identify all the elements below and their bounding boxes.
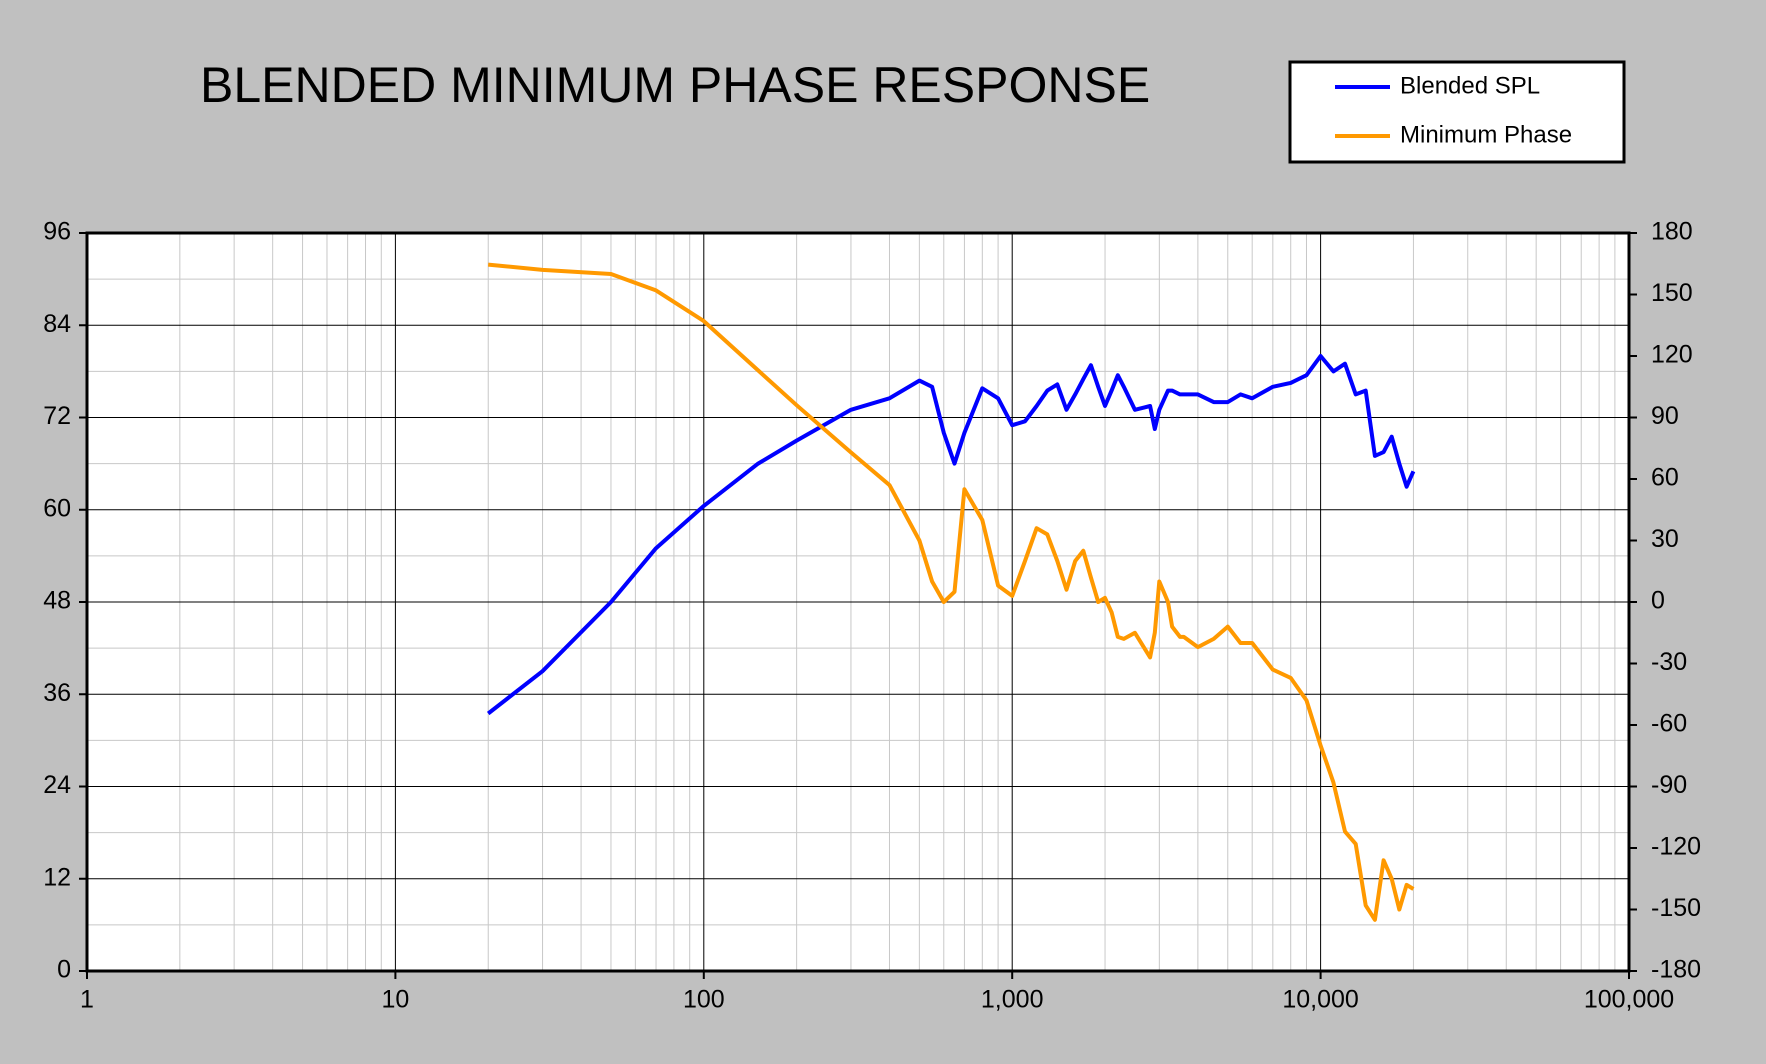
y2-tick-label: 30 [1651,525,1679,553]
y2-tick-label: -120 [1651,833,1701,861]
x-tick-label: 100 [683,986,725,1014]
y-tick-label: 60 [43,494,71,522]
y-tick-label: 36 [43,679,71,707]
y-tick-label: 24 [43,771,71,799]
chart-title: BLENDED MINIMUM PHASE RESPONSE [200,57,1150,113]
x-tick-label: 10,000 [1282,986,1358,1014]
y-tick-label: 96 [43,218,71,246]
x-tick-label: 10 [381,986,409,1014]
plot-frame [85,231,1631,973]
x-tick-label: 1,000 [981,986,1044,1014]
y-tick-label: 48 [43,587,71,615]
y2-tick-label: 60 [1651,464,1679,492]
y2-tick-label: 90 [1651,402,1679,430]
y2-tick-label: -60 [1651,710,1687,738]
x-tick-label: 1 [80,986,94,1014]
legend [1288,60,1626,164]
y2-tick-label: 150 [1651,279,1693,307]
y2-tick-label: 180 [1651,218,1693,246]
series-line [488,262,1415,922]
y-tick-label: 84 [43,310,71,338]
y2-tick-label: 120 [1651,341,1693,369]
legend-label: Minimum Phase [1400,121,1572,148]
y2-tick-label: -30 [1651,648,1687,676]
y-tick-label: 0 [57,956,71,984]
y2-tick-label: -90 [1651,771,1687,799]
x-tick-label: 100,000 [1584,986,1674,1014]
y2-tick-label: -180 [1651,956,1701,984]
y-tick-label: 72 [43,402,71,430]
y-tick-label: 12 [43,863,71,891]
series-line [486,354,1416,716]
y2-tick-label: -150 [1651,894,1701,922]
y2-tick-label: 0 [1651,587,1665,615]
legend-label: Blended SPL [1400,72,1540,99]
